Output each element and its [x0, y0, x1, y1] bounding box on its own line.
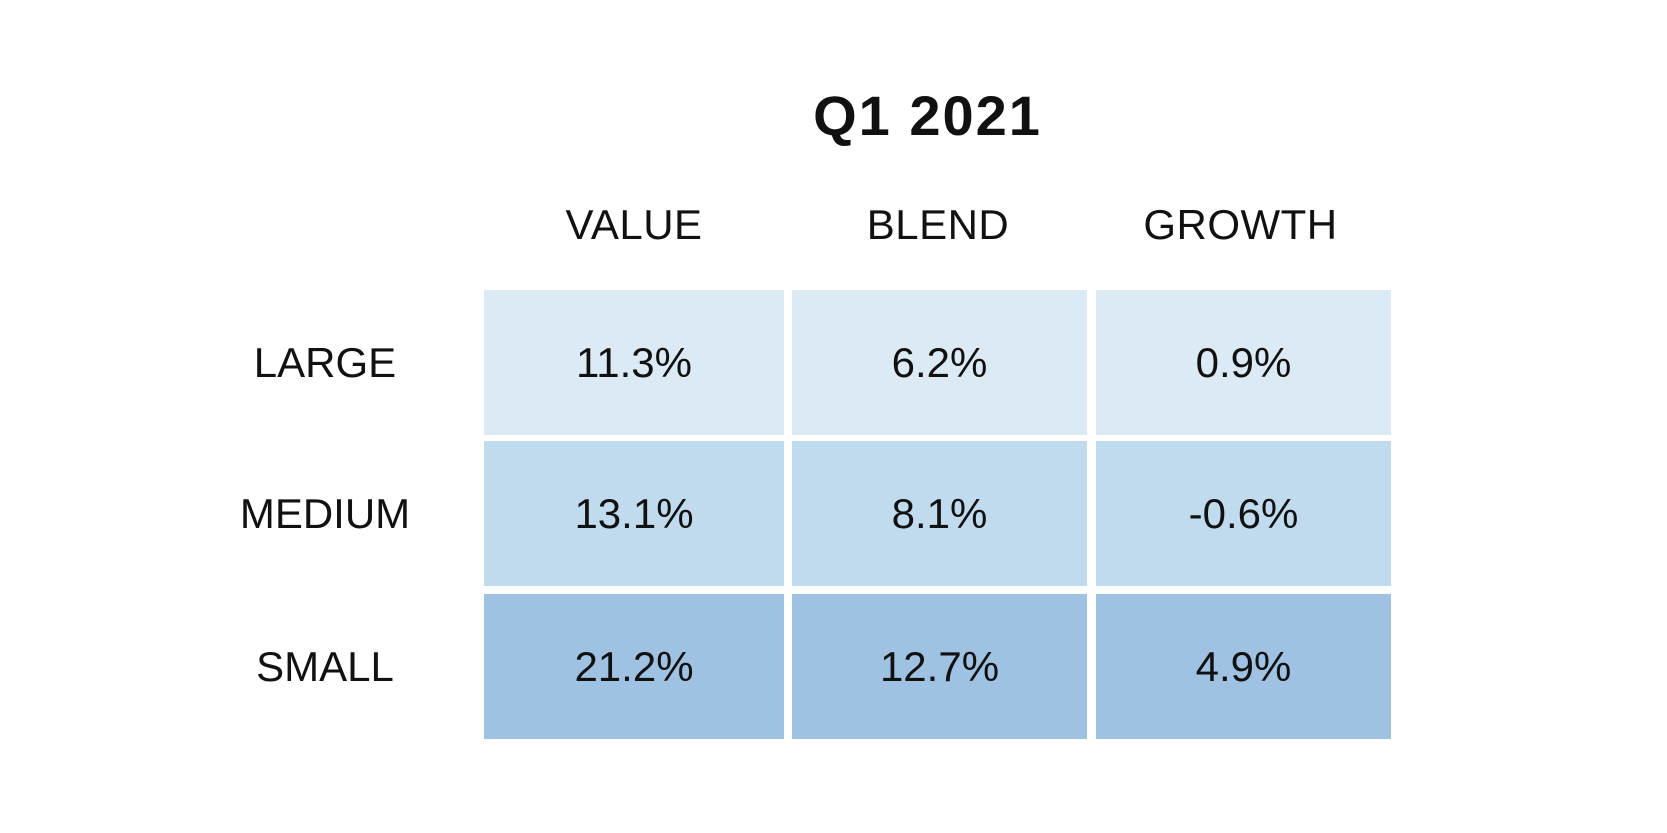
- row-header-large: LARGE: [253, 339, 397, 386]
- heatmap-cell: 0.9%: [1096, 290, 1391, 435]
- heatmap-cell: 4.9%: [1096, 594, 1391, 739]
- row-header-small: SMALL: [256, 643, 394, 690]
- heatmap-cell: -0.6%: [1096, 441, 1391, 586]
- column-header-value: VALUE: [565, 201, 703, 248]
- chart-title: Q1 2021: [813, 84, 1042, 147]
- column-header-blend: BLEND: [866, 201, 1010, 248]
- heatmap-cell: 11.3%: [484, 290, 784, 435]
- heatmap-cell: 6.2%: [792, 290, 1087, 435]
- heatmap-cell: 21.2%: [484, 594, 784, 739]
- heatmap-cell: 13.1%: [484, 441, 784, 586]
- row-header-medium: MEDIUM: [239, 490, 411, 537]
- heatmap-cell: 12.7%: [792, 594, 1087, 739]
- heatmap-cell: 8.1%: [792, 441, 1087, 586]
- column-header-growth: GROWTH: [1143, 201, 1338, 248]
